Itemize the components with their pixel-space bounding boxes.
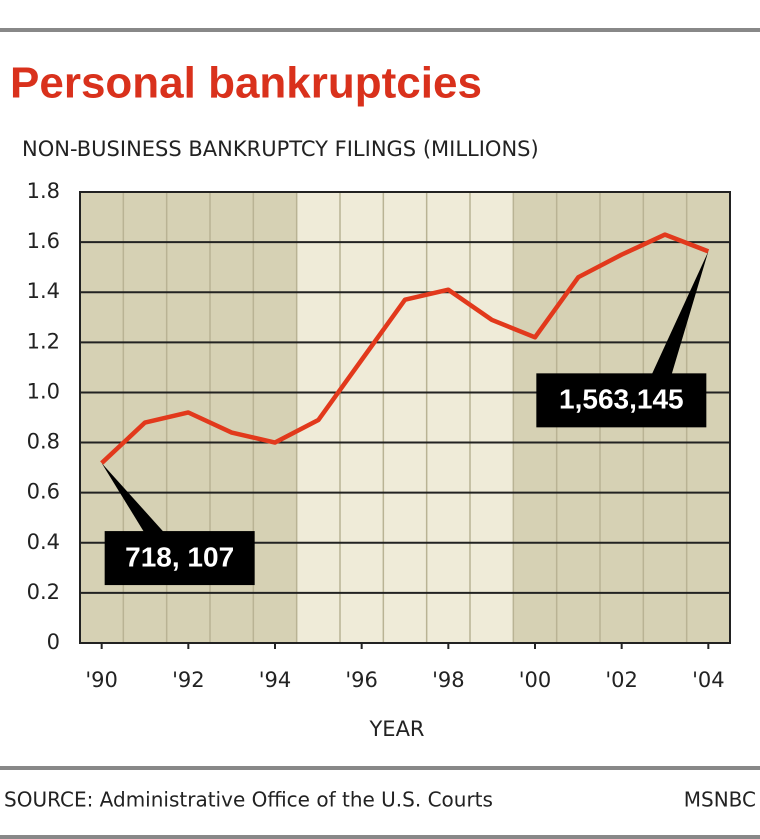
y-axis-label: NON-BUSINESS BANKRUPTCY FILINGS (MILLION… (22, 137, 539, 161)
y-tick-label: 0.4 (27, 530, 60, 554)
footer-rule (0, 835, 760, 839)
x-axis-label: YEAR (368, 717, 424, 741)
x-tick-label: '98 (432, 668, 465, 692)
y-tick-label: 1.0 (27, 379, 60, 403)
plot-frame (79, 191, 731, 644)
x-tick-label: '04 (692, 668, 725, 692)
x-tick-label: '00 (519, 668, 552, 692)
credit: MSNBC (684, 788, 756, 812)
y-tick-label: 0 (47, 630, 60, 654)
y-tick-label: 0.6 (27, 480, 60, 504)
top-rule (0, 28, 760, 32)
callout-box (536, 373, 707, 428)
value-label: 1,563,145 (559, 384, 684, 415)
data-line (100, 232, 710, 465)
callout-pointer (101, 463, 165, 534)
source: SOURCE: Administrative Office of the U.S… (4, 788, 493, 812)
bottom-rule (0, 766, 760, 770)
y-tick-label: 1.6 (27, 229, 60, 253)
x-tick-label: '02 (605, 668, 638, 692)
x-tick-label: '90 (85, 668, 118, 692)
y-tick-label: 1.8 (27, 179, 60, 203)
chart-title: Personal bankruptcies (10, 59, 482, 108)
x-tick-label: '92 (172, 668, 205, 692)
x-tick-label: '94 (259, 668, 292, 692)
callout-pointer (651, 251, 709, 376)
background-band (296, 192, 514, 643)
y-tick-label: 0.8 (27, 430, 60, 454)
value-label: 718, 107 (125, 541, 234, 572)
y-tick-label: 0.2 (27, 580, 60, 604)
y-tick-label: 1.4 (27, 279, 60, 303)
x-tick-label: '96 (345, 668, 378, 692)
callout-box (104, 531, 255, 586)
y-tick-label: 1.2 (27, 329, 60, 353)
